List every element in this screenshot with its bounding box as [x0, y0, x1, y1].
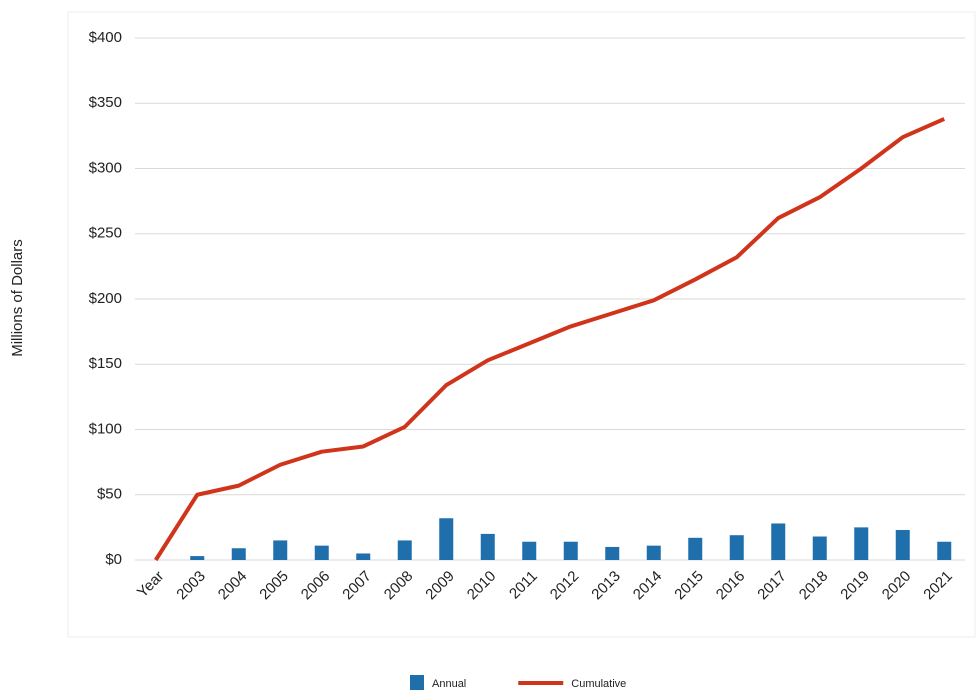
y-tick-label: $50: [97, 486, 122, 503]
legend-label: Cumulative: [571, 678, 626, 690]
line: [154, 117, 946, 562]
y-tick-label: $150: [89, 355, 122, 372]
bar: [314, 545, 329, 560]
bar: [190, 556, 205, 560]
bar: [937, 541, 952, 560]
plot-frame: [67, 11, 976, 638]
y-axis-label: Millions of Dollars: [9, 239, 26, 357]
bar: [812, 536, 827, 560]
bar: [688, 537, 703, 560]
y-tick-label: $400: [89, 29, 122, 46]
bar: [854, 527, 869, 560]
bar: [563, 541, 578, 560]
bar: [356, 553, 371, 560]
bar: [480, 533, 495, 560]
bar: [397, 540, 412, 560]
bar: [522, 541, 537, 560]
bar: [646, 545, 661, 560]
legend-swatch: [410, 675, 424, 690]
bar: [729, 535, 744, 560]
y-tick-label: $0: [105, 551, 122, 568]
y-tick-label: $100: [89, 420, 122, 437]
bar: [231, 548, 246, 560]
bar: [439, 518, 454, 560]
y-tick-label: $300: [89, 159, 122, 176]
y-tick-label: $350: [89, 94, 122, 111]
y-tick-label: $200: [89, 290, 122, 307]
bar: [273, 540, 288, 560]
y-tick-label: $250: [89, 225, 122, 242]
bar: [771, 523, 786, 560]
bar: [895, 529, 910, 560]
bar: [605, 546, 620, 560]
legend-label: Annual: [432, 678, 466, 690]
